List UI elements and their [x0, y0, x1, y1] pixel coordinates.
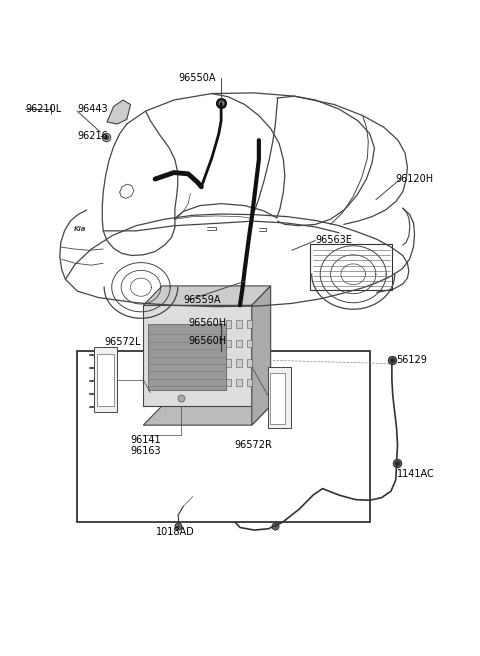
Text: 96120H: 96120H: [396, 174, 434, 184]
Text: 56129: 56129: [396, 356, 428, 365]
Polygon shape: [144, 286, 271, 305]
Bar: [226, 379, 231, 386]
Text: 96572L: 96572L: [104, 337, 141, 347]
Text: 96563E: 96563E: [315, 235, 352, 245]
Bar: [236, 340, 242, 348]
Bar: [247, 359, 252, 367]
Polygon shape: [144, 405, 271, 425]
Bar: [268, 367, 291, 428]
Bar: [144, 305, 252, 405]
Bar: [148, 324, 226, 390]
Text: 96572R: 96572R: [234, 440, 272, 450]
Polygon shape: [252, 286, 271, 425]
Text: 96550A: 96550A: [179, 73, 216, 83]
Bar: [97, 354, 114, 405]
Polygon shape: [107, 100, 131, 124]
Text: 96443: 96443: [77, 104, 108, 114]
Text: 96163: 96163: [131, 446, 161, 457]
Bar: [77, 351, 370, 522]
Text: 96216: 96216: [77, 131, 108, 141]
Bar: [247, 340, 252, 348]
Text: 96210L: 96210L: [25, 104, 61, 114]
Bar: [236, 379, 242, 386]
Bar: [236, 359, 242, 367]
Bar: [236, 320, 242, 328]
Bar: [226, 340, 231, 348]
Bar: [226, 320, 231, 328]
Text: 96559A: 96559A: [183, 295, 221, 305]
Text: 96560H: 96560H: [188, 318, 226, 328]
Text: 96560H: 96560H: [188, 335, 226, 346]
Text: 1141AC: 1141AC: [396, 470, 434, 480]
Bar: [226, 359, 231, 367]
Bar: [247, 320, 252, 328]
Bar: [270, 373, 285, 424]
Text: 1018AD: 1018AD: [156, 527, 195, 537]
Text: Kia: Kia: [74, 226, 87, 232]
Bar: [247, 379, 252, 386]
Bar: [94, 348, 118, 412]
Bar: [310, 244, 392, 291]
Text: 96141: 96141: [131, 436, 161, 445]
